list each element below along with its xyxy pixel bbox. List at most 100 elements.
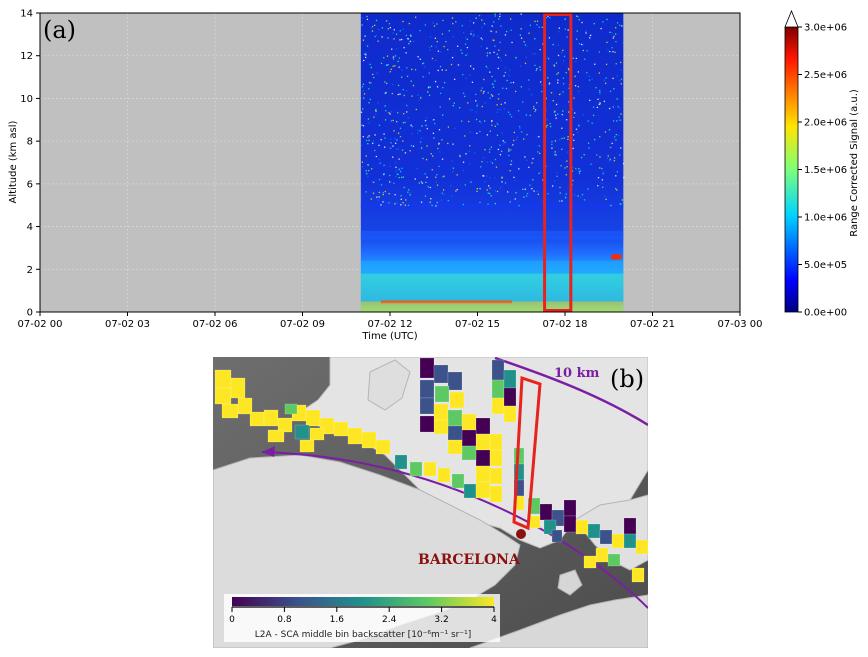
- noise-pixel: [435, 59, 437, 62]
- backscatter-cell: [447, 371, 463, 391]
- noise-pixel: [465, 77, 467, 80]
- noise-pixel: [451, 160, 453, 162]
- noise-pixel: [608, 107, 611, 110]
- noise-pixel: [422, 62, 425, 64]
- noise-pixel: [442, 176, 444, 178]
- colorbar-b-ticks: 0 0.8 1.6 2.4 3.2 4: [229, 607, 497, 625]
- noise-pixel: [497, 98, 500, 100]
- noise-pixel: [500, 25, 502, 27]
- noise-pixel: [361, 161, 364, 163]
- noise-pixel: [425, 181, 427, 184]
- noise-pixel: [375, 155, 378, 158]
- noise-pixel: [447, 126, 450, 128]
- noise-pixel: [392, 119, 394, 122]
- noise-pixel: [378, 191, 381, 194]
- noise-pixel: [420, 181, 422, 183]
- noise-pixel: [436, 201, 438, 204]
- noise-pixel: [462, 203, 465, 206]
- noise-pixel: [470, 33, 472, 35]
- backscatter-cell: [611, 533, 625, 549]
- noise-pixel: [545, 126, 548, 128]
- backscatter-cell: [623, 533, 637, 549]
- noise-pixel: [578, 168, 580, 170]
- noise-pixel: [564, 19, 566, 21]
- noise-pixel: [494, 177, 496, 179]
- noise-pixel: [588, 35, 591, 37]
- noise-pixel: [457, 64, 460, 66]
- noise-pixel: [562, 77, 565, 79]
- noise-pixel: [395, 33, 398, 35]
- noise-pixel: [401, 176, 403, 179]
- noise-pixel: [430, 153, 432, 155]
- backscatter-cell: [551, 529, 563, 543]
- backscatter-cell: [237, 397, 253, 415]
- noise-pixel: [616, 75, 618, 77]
- noise-pixel: [399, 135, 402, 138]
- noise-pixel: [480, 166, 482, 168]
- noise-pixel: [387, 28, 389, 30]
- noise-pixel: [472, 22, 475, 24]
- noise-pixel: [557, 72, 559, 74]
- noise-pixel: [620, 83, 622, 85]
- noise-pixel: [538, 135, 540, 138]
- noise-pixel: [403, 46, 405, 49]
- noise-pixel: [368, 135, 370, 137]
- noise-pixel: [557, 54, 560, 57]
- noise-pixel: [405, 199, 407, 201]
- noise-pixel: [409, 194, 411, 196]
- noise-pixel: [435, 176, 437, 178]
- backscatter-cell: [489, 467, 503, 485]
- noise-pixel: [481, 161, 483, 163]
- noise-pixel: [443, 194, 445, 196]
- noise-pixel: [608, 160, 611, 162]
- noise-pixel: [510, 163, 512, 166]
- noise-pixel: [558, 27, 561, 29]
- noise-pixel: [480, 122, 482, 124]
- noise-pixel: [617, 106, 619, 108]
- barcelona-label: BARCELONA: [418, 552, 521, 568]
- noise-pixel: [537, 136, 539, 138]
- noise-pixel: [437, 147, 439, 150]
- noise-pixel: [378, 158, 380, 160]
- noise-pixel: [606, 18, 608, 21]
- colorbar-a-gradient: [784, 26, 799, 313]
- noise-pixel: [489, 97, 491, 99]
- noise-pixel: [603, 79, 606, 81]
- noise-pixel: [512, 144, 514, 146]
- noise-pixel: [579, 170, 582, 172]
- backscatter-cell: [461, 445, 477, 461]
- noise-pixel: [482, 156, 485, 159]
- noise-pixel: [612, 120, 615, 122]
- noise-pixel: [555, 62, 558, 64]
- noise-pixel: [496, 111, 499, 113]
- surface-hot-layer: [380, 300, 513, 304]
- noise-pixel: [491, 30, 494, 33]
- noise-pixel: [575, 15, 578, 17]
- backscatter-cell: [423, 461, 437, 477]
- noise-pixel: [433, 137, 435, 139]
- noise-pixel: [455, 21, 457, 23]
- noise-pixel: [476, 190, 478, 193]
- noise-pixel: [537, 151, 539, 153]
- noise-pixel: [483, 78, 485, 81]
- noise-pixel: [538, 26, 540, 28]
- noise-pixel: [564, 196, 567, 199]
- noise-pixel: [375, 113, 377, 115]
- noise-pixel: [547, 15, 549, 17]
- noise-pixel: [501, 181, 503, 183]
- noise-pixel: [466, 46, 469, 49]
- noise-pixel: [605, 198, 607, 201]
- noise-pixel: [491, 120, 493, 122]
- colorbar-a-tick-label: 1.5e+06: [804, 165, 847, 176]
- noise-pixel: [595, 87, 597, 89]
- backscatter-cell: [419, 379, 435, 399]
- noise-pixel: [375, 34, 378, 36]
- noise-pixel: [388, 112, 390, 114]
- noise-pixel: [361, 166, 363, 168]
- noise-pixel: [508, 150, 510, 152]
- x-tick-label: 07-03 00: [718, 319, 763, 330]
- noise-pixel: [373, 76, 375, 79]
- noise-pixel: [451, 195, 453, 197]
- noise-pixel: [605, 77, 607, 79]
- noise-pixel: [486, 134, 489, 136]
